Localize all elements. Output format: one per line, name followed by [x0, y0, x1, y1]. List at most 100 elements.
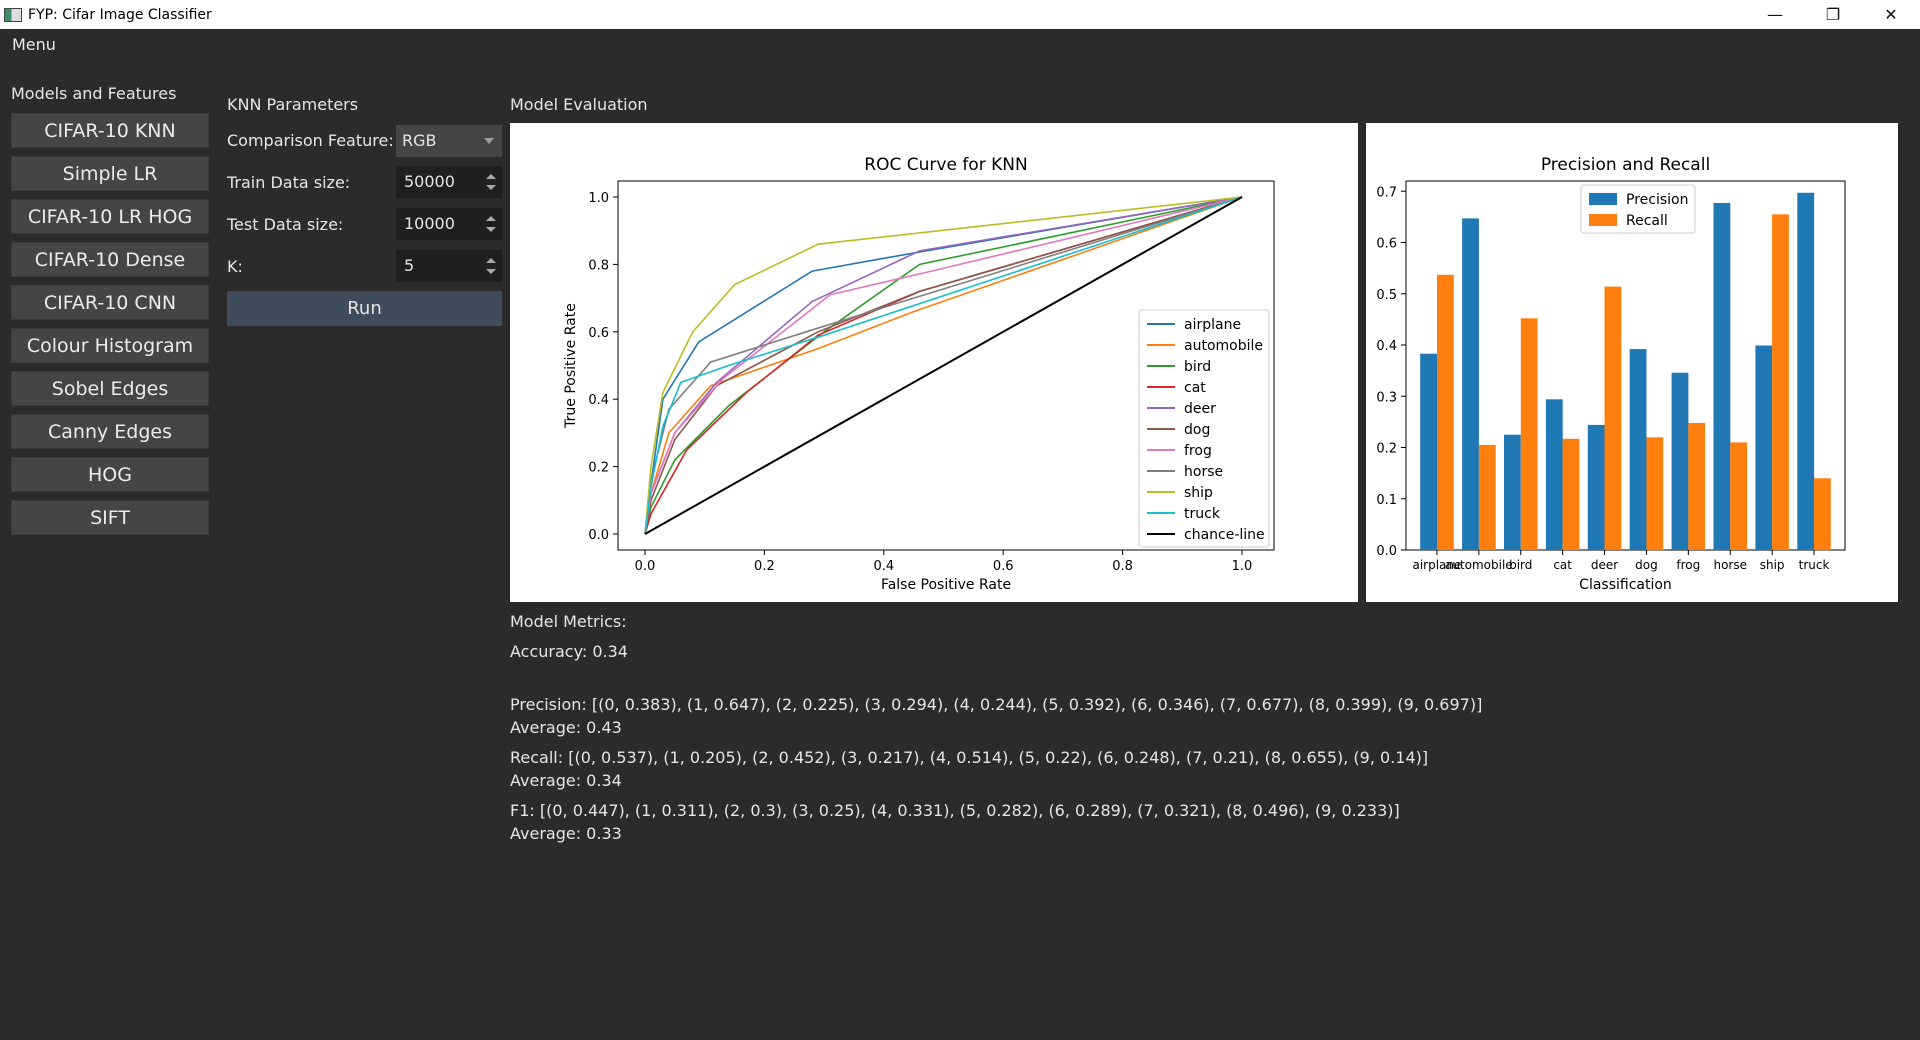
y-tick-label: 0.4: [1376, 339, 1397, 354]
sidebar-item-hog[interactable]: HOG: [11, 457, 209, 492]
sidebar-item-colour-histogram[interactable]: Colour Histogram: [11, 328, 209, 363]
plot-frame: [617, 180, 1275, 551]
y-tick-label: 0.6: [588, 326, 609, 341]
comparison-feature-select[interactable]: RGB: [396, 125, 502, 157]
bar-recall-bird: [1520, 318, 1538, 550]
bar-precision-airplane: [1420, 353, 1437, 550]
bar-recall-airplane: [1437, 274, 1454, 550]
sidebar-item-cifar10-cnn[interactable]: CIFAR-10 CNN: [11, 285, 209, 320]
spin-down-icon[interactable]: [486, 269, 496, 274]
test-size-value: 10000: [404, 214, 455, 233]
bar-recall-ship: [1772, 214, 1789, 551]
legend-label: ship: [1184, 485, 1213, 501]
bar-precision-bird: [1504, 434, 1521, 550]
y-tick-label: 0.6: [1376, 237, 1397, 252]
sidebar-item-cifar10-knn[interactable]: CIFAR-10 KNN: [11, 113, 209, 148]
y-tick-label: 0.4: [588, 393, 609, 408]
sidebar-item-cifar10-lr-hog[interactable]: CIFAR-10 LR HOG: [11, 199, 209, 234]
x-axis-label: False Positive Rate: [881, 577, 1011, 593]
y-tick-label: 0.1: [1376, 493, 1397, 508]
roc-series-ship: [644, 196, 1243, 535]
x-tick-label: frog: [1676, 558, 1700, 572]
legend-label: cat: [1184, 380, 1206, 396]
legend-label: automobile: [1184, 338, 1263, 354]
spin-down-icon[interactable]: [486, 185, 496, 190]
sidebar-item-sobel-edges[interactable]: Sobel Edges: [11, 371, 209, 406]
test-size-spinbox[interactable]: 10000: [396, 208, 502, 240]
legend-label: Recall: [1626, 213, 1668, 229]
comparison-feature-value: RGB: [402, 131, 437, 150]
metrics-heading: Model Metrics:: [510, 612, 627, 631]
bar-precision-horse: [1713, 203, 1731, 550]
bar-recall-dog: [1646, 437, 1664, 551]
evaluation-heading: Model Evaluation: [510, 95, 648, 114]
bar-recall-horse: [1730, 442, 1748, 550]
x-tick-label: 0.8: [1112, 559, 1133, 574]
y-tick-label: 0.0: [1376, 544, 1397, 559]
comparison-feature-label: Comparison Feature:: [227, 131, 394, 150]
x-tick-label: bird: [1509, 558, 1532, 572]
k-spinbox[interactable]: 5: [396, 250, 502, 282]
x-tick-label: horse: [1713, 558, 1747, 572]
bar-precision-deer: [1587, 424, 1605, 550]
maximize-button[interactable]: ❐: [1825, 5, 1841, 24]
sidebar-item-cifar10-dense[interactable]: CIFAR-10 Dense: [11, 242, 209, 277]
x-tick-label: dog: [1635, 558, 1658, 572]
chart-title: ROC Curve for KNN: [864, 155, 1027, 175]
menu-item-menu[interactable]: Menu: [12, 35, 56, 54]
y-tick-label: 0.8: [588, 258, 609, 273]
bar-precision-truck: [1797, 192, 1815, 551]
k-value: 5: [404, 256, 415, 275]
app-icon: [4, 7, 22, 22]
x-tick-label: 0.0: [635, 559, 656, 574]
bar-precision-automobile: [1462, 218, 1479, 550]
legend-label: horse: [1184, 464, 1223, 480]
spin-down-icon[interactable]: [486, 227, 496, 232]
legend-swatch: [1589, 193, 1617, 205]
bar-precision-ship: [1755, 345, 1773, 550]
bar-recall-frog: [1688, 422, 1706, 550]
train-size-spinbox[interactable]: 50000: [396, 166, 502, 198]
plot-frame: [1405, 180, 1846, 551]
legend-label: dog: [1184, 422, 1210, 438]
bar-precision-cat: [1545, 399, 1563, 550]
roc-series-truck: [644, 196, 1243, 535]
x-tick-label: 1.0: [1232, 559, 1253, 574]
sidebar-item-simple-lr[interactable]: Simple LR: [11, 156, 209, 191]
spin-up-icon[interactable]: [486, 258, 496, 263]
bar-recall-automobile: [1478, 444, 1496, 550]
x-tick-label: 0.2: [754, 559, 775, 574]
legend-label: airplane: [1184, 317, 1241, 333]
x-tick-label: truck: [1799, 558, 1830, 572]
chart-title: Precision and Recall: [1541, 155, 1710, 175]
train-size-value: 50000: [404, 172, 455, 191]
x-tick-label: deer: [1591, 558, 1618, 572]
legend-label: deer: [1184, 401, 1216, 417]
legend-swatch: [1589, 214, 1617, 226]
bar-precision-frog: [1671, 372, 1689, 550]
x-tick-label: cat: [1553, 558, 1572, 572]
bar-precision-dog: [1629, 349, 1647, 550]
bar-recall-truck: [1814, 478, 1831, 551]
roc-series-chance-line: [644, 196, 1243, 535]
spin-up-icon[interactable]: [486, 216, 496, 221]
roc-chart: ROC Curve for KNN 0.0 0.2 0.4 0.6 0.8 1.0 0.0 0.…: [563, 155, 1275, 593]
recall-text: Recall: [(0, 0.537), (1, 0.205), (2, 0.4…: [510, 748, 1429, 767]
precision-average-text: Average: 0.43: [510, 718, 622, 737]
run-button[interactable]: Run: [227, 291, 502, 326]
x-tick-label: 0.4: [873, 559, 894, 574]
legend-label: chance-line: [1184, 527, 1265, 543]
x-tick-label: 0.6: [993, 559, 1014, 574]
x-tick-label: ship: [1760, 558, 1785, 572]
spin-up-icon[interactable]: [486, 174, 496, 179]
close-button[interactable]: ✕: [1884, 5, 1898, 24]
sidebar-item-sift[interactable]: SIFT: [11, 500, 209, 535]
roc-series-frog: [644, 196, 1243, 535]
train-size-label: Train Data size:: [227, 173, 351, 192]
chevron-down-icon: [484, 138, 494, 144]
sidebar-item-canny-edges[interactable]: Canny Edges: [11, 414, 209, 449]
precision-recall-plot-panel: Precision and Recall 0.0 0.1 0.2 0.3 0.4 0.5 0.…: [1366, 123, 1898, 602]
menu-bar: Menu: [0, 29, 1920, 59]
minimize-button[interactable]: —: [1767, 5, 1783, 24]
bar-recall-deer: [1604, 286, 1622, 550]
